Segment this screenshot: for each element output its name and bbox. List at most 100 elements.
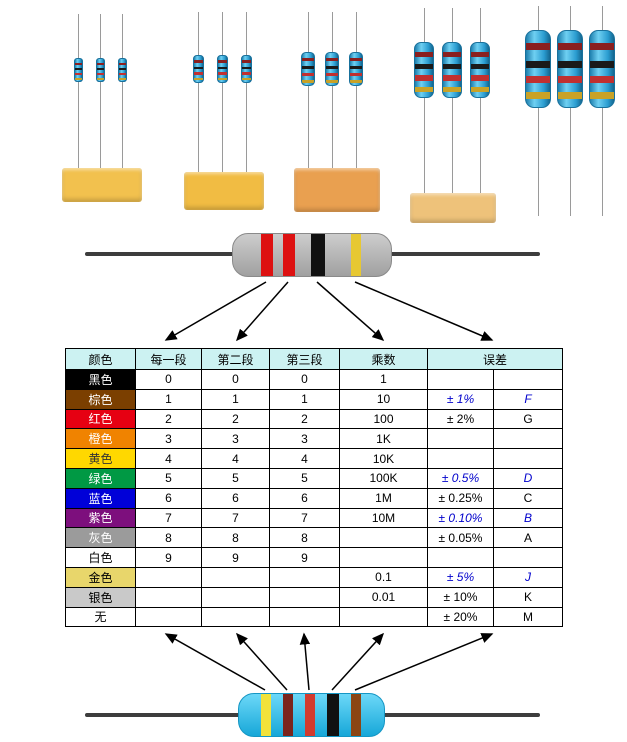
carrier-tape-block [410,193,496,223]
band3-cell-blue: 6 [269,487,340,509]
band1-cell-yellow: 4 [135,448,202,469]
resistor-lead [601,6,603,30]
band2-cell-gold [201,566,270,588]
photo-resistor-band [96,72,104,76]
tolerance-cell-gold: ± 5% [427,566,494,588]
bottom-brown-band [351,694,361,736]
resistor-lead [121,14,123,58]
photo-resistor-band [350,58,362,62]
photo-resistor-band [471,51,489,57]
code-cell-red: G [492,408,564,430]
photo-resistor-band [302,79,314,83]
band3-cell-brown: 1 [269,388,340,410]
photo-resistor-body [95,58,105,82]
header-color: 颜色 [65,348,136,370]
photo-resistor-body [349,52,363,86]
photo-resistor-body [589,30,615,108]
photo-resistor-body [470,42,490,98]
band2-cell-red: 2 [201,408,270,430]
band2-cell-gray: 8 [201,527,270,549]
multiplier-cell-white [339,547,428,568]
band3-cell-gray: 8 [269,527,340,549]
resistor-lead [479,8,481,42]
photo-resistor-band [590,43,614,51]
photo-resistor-band [558,43,582,51]
band2-cell-blue: 6 [201,487,270,509]
resistor-lead [307,86,309,174]
photo-resistor-body [557,30,583,108]
code-cell-none: M [492,606,564,628]
header-band3: 第三段 [269,348,340,370]
photo-resistor-band [443,75,461,81]
tolerance-cell-brown: ± 1% [427,388,494,410]
band1-cell-gold [135,566,202,588]
color-cell-orange: 橙色 [65,428,136,450]
photo-resistor-band [526,76,550,84]
band1-cell-blue: 6 [135,487,202,509]
photo-resistor-band [526,60,550,68]
band1-cell-purple: 7 [135,507,202,529]
photo-resistor-band [217,77,227,81]
photo-resistor-band [590,76,614,84]
table-row-red: 红色 2 2 2 100 ± 2% G [65,408,564,430]
resistor-lead [99,14,101,58]
photo-resistor-band [118,77,126,80]
top-gold-band [351,234,361,276]
carrier-tape-block [184,172,264,210]
resistor-lead [331,12,333,52]
resistor-lead [77,82,79,172]
photo-resistor-band [350,79,362,83]
code-cell-gray: A [492,527,564,549]
resistor-lead [479,98,481,198]
table-row-black: 黑色 0 0 0 1 [65,369,564,390]
photo-resistor-body [216,55,228,83]
multiplier-cell-gold: 0.1 [339,566,428,588]
color-cell-green: 绿色 [65,467,136,489]
table-row-white: 白色 9 9 9 [65,547,564,568]
photo-resistor-band [241,60,251,63]
resistor-lead [355,86,357,174]
color-cell-blue: 蓝色 [65,487,136,509]
photo-resistor-band [415,75,433,81]
color-cell-silver: 银色 [65,586,136,608]
photo-resistor-band [302,58,314,62]
color-cell-purple: 紫色 [65,507,136,529]
resistor-lead [569,108,571,216]
photo-resistor-body [117,58,127,82]
band1-cell-white: 9 [135,547,202,568]
table-row-orange: 橙色 3 3 3 1K [65,428,564,450]
tolerance-cell-red: ± 2% [427,408,494,430]
band3-cell-white: 9 [269,547,340,568]
photo-resistor-band [217,72,227,75]
table-row-gold: 金色 0.1 ± 5% J [65,566,564,588]
top-resistor-body [232,233,392,277]
photo-resistor-band [241,72,251,75]
table-header-row: 颜色 每一段 第二段 第三段 乘数 误差 [65,348,564,370]
table-row-gray: 灰色 8 8 8 ± 0.05% A [65,527,564,549]
band3-cell-gold [269,566,340,588]
photo-resistor-body [525,30,551,108]
band1-cell-gray: 8 [135,527,202,549]
band2-cell-none [201,606,270,628]
color-cell-white: 白色 [65,547,136,568]
tolerance-cell-black [427,369,494,390]
top-red-band [261,234,273,276]
header-tolerance: 误差 [426,348,564,370]
band2-cell-orange: 3 [201,428,270,450]
photo-resistor-band [443,51,461,57]
resistor-lead [221,83,223,176]
photo-resistor-band [590,91,614,99]
resistor-lead [355,12,357,52]
resistor-lead [537,6,539,30]
header-multiplier: 乘数 [339,348,428,370]
photo-resistor-band [558,76,582,84]
code-cell-black [492,369,564,390]
multiplier-cell-yellow: 10K [339,448,428,469]
multiplier-cell-red: 100 [339,408,428,430]
photo-resistor-band [590,60,614,68]
photo-resistor-band [96,68,104,71]
color-cell-yellow: 黄色 [65,448,136,469]
color-cell-gold: 金色 [65,566,136,588]
table-row-blue: 蓝色 6 6 6 1M ± 0.25% C [65,487,564,509]
photo-resistor-body [301,52,315,86]
